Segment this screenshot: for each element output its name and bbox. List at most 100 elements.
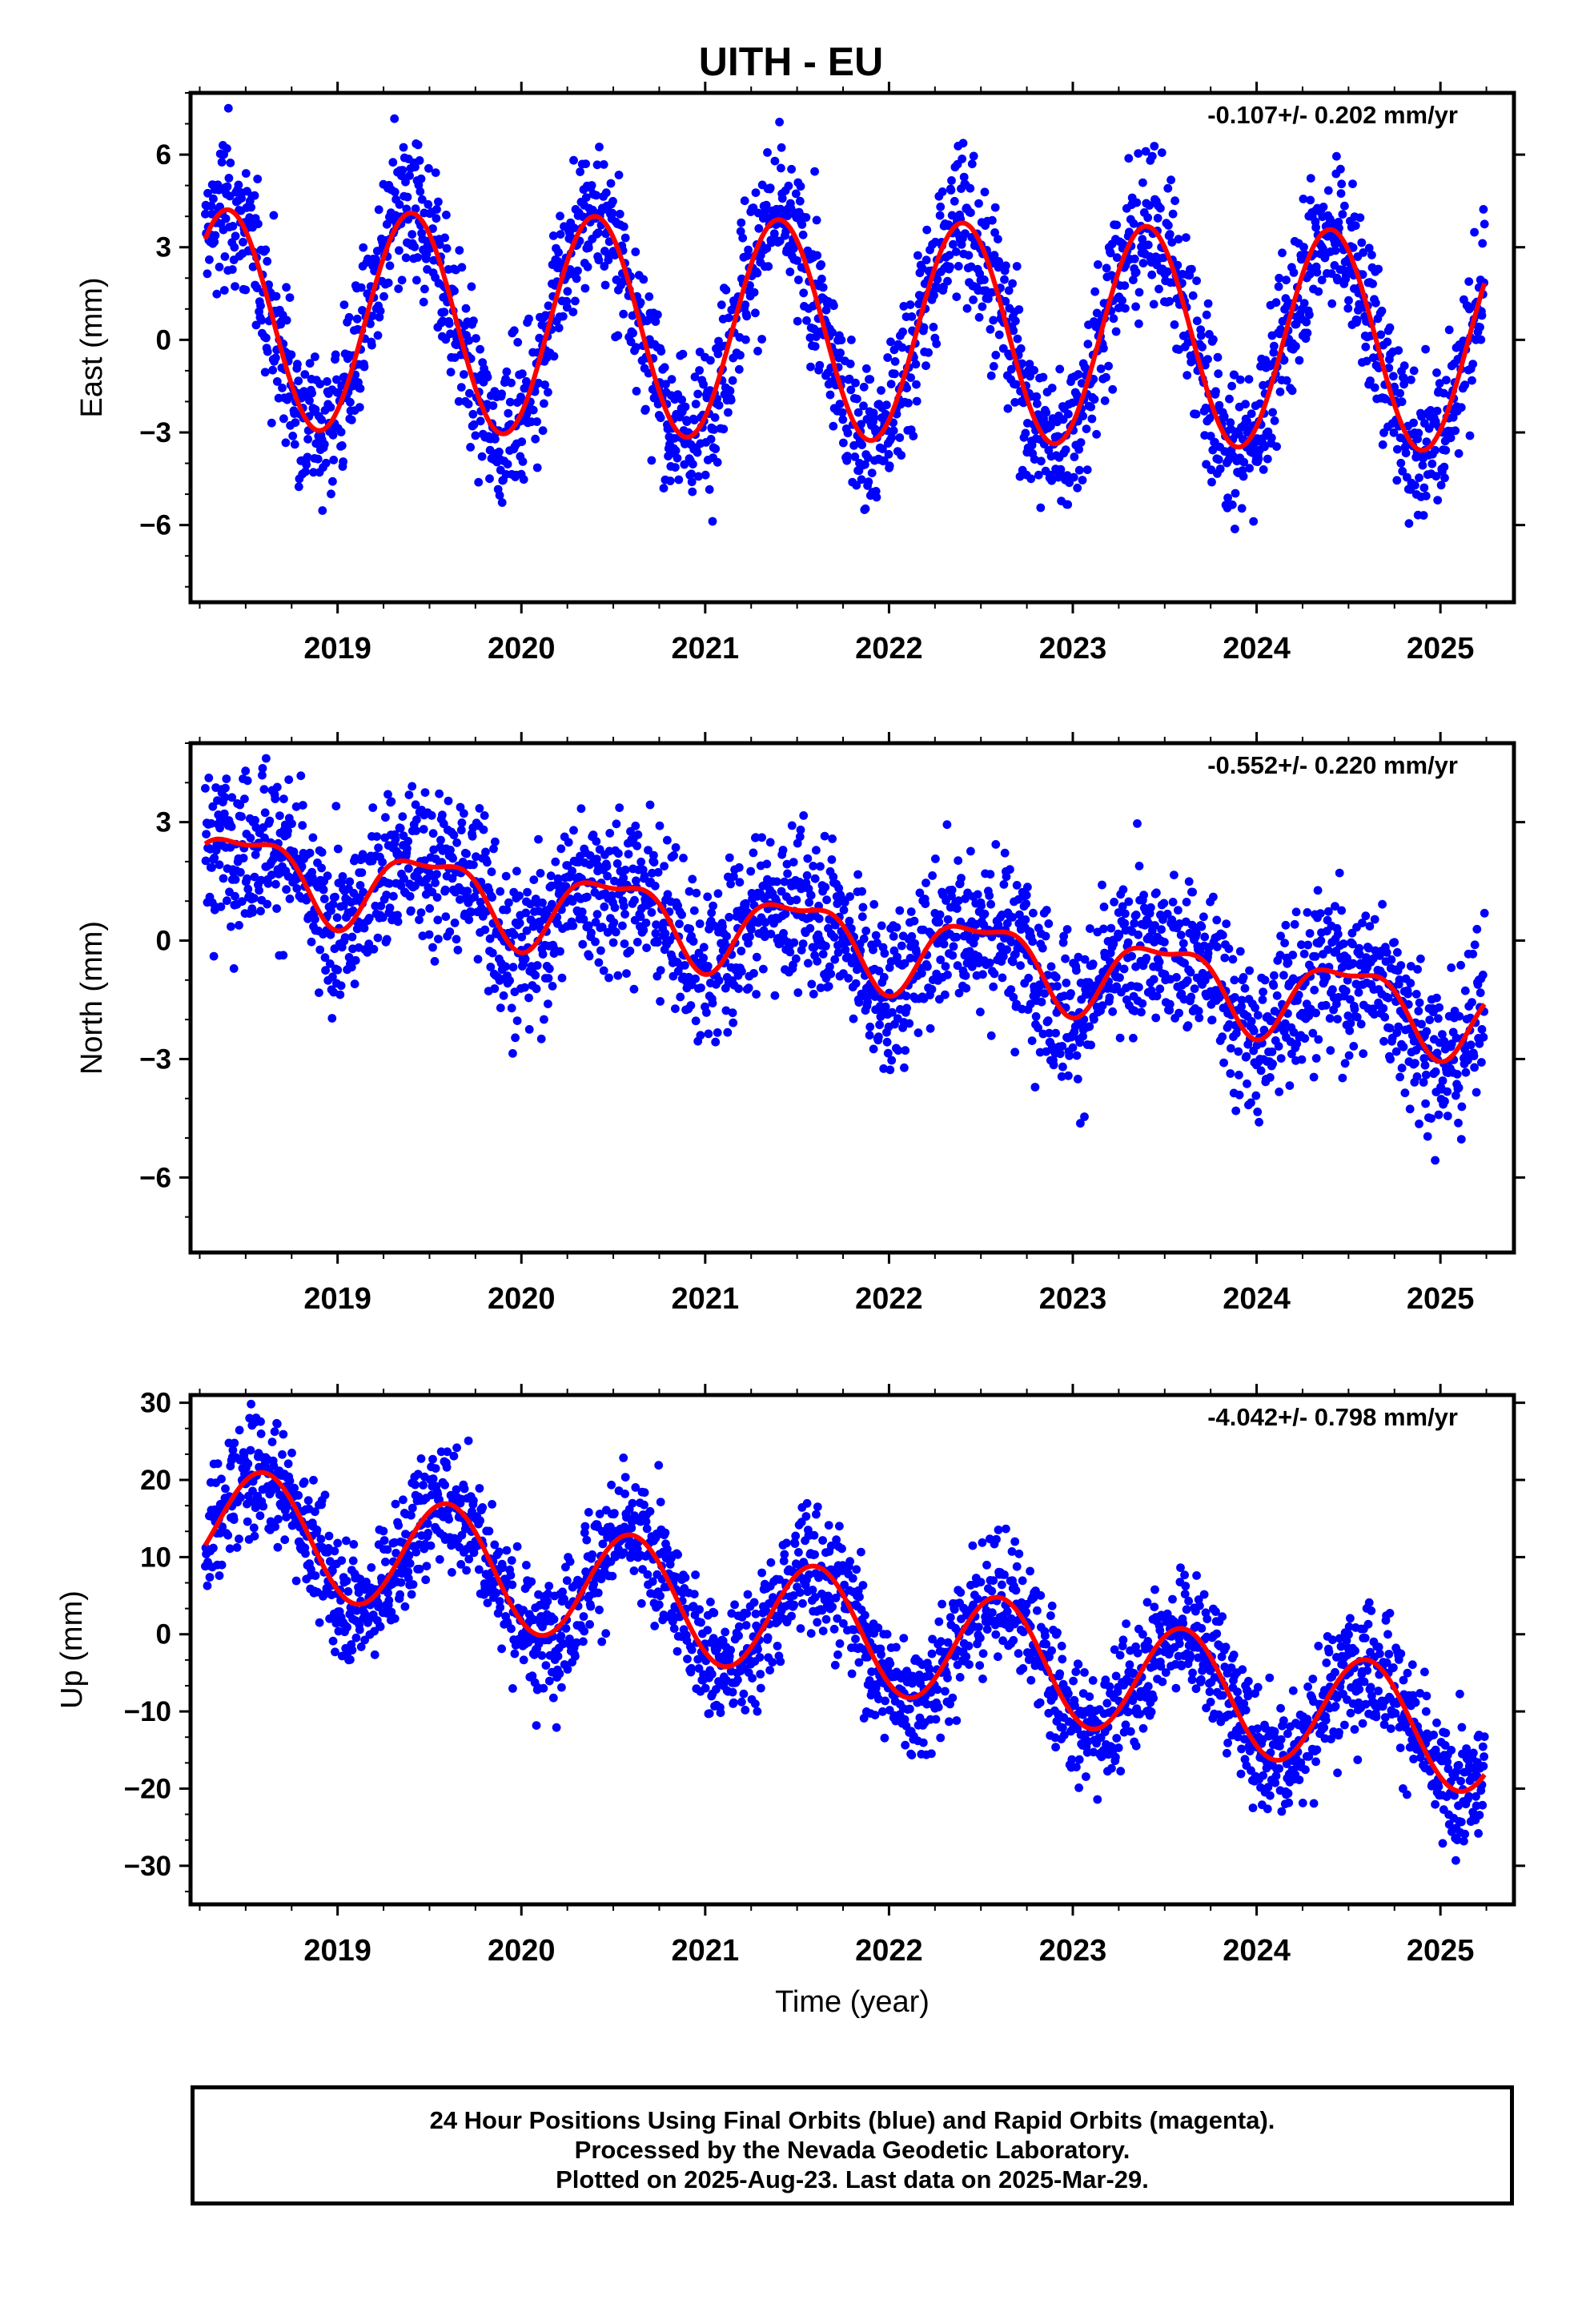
data-point <box>263 899 272 909</box>
data-point <box>1303 940 1312 950</box>
x-tick-label: 2022 <box>855 632 923 665</box>
data-point <box>1184 877 1194 887</box>
data-point <box>738 233 748 243</box>
data-point <box>569 155 578 165</box>
data-point <box>905 300 915 309</box>
data-point <box>385 261 395 271</box>
data-point <box>751 308 760 318</box>
data-point <box>215 1571 224 1580</box>
data-point <box>980 187 990 197</box>
data-point <box>383 790 392 799</box>
data-point <box>1072 966 1081 975</box>
data-point <box>1223 493 1232 502</box>
data-point <box>853 394 861 404</box>
data-point <box>830 920 840 930</box>
data-point <box>699 953 708 963</box>
data-point <box>1186 992 1196 1002</box>
data-point <box>359 362 369 372</box>
data-point <box>309 468 318 477</box>
data-point <box>256 301 265 311</box>
data-point <box>1215 464 1225 473</box>
data-point <box>428 943 437 952</box>
data-point <box>1174 235 1183 244</box>
data-point <box>433 915 443 925</box>
data-point <box>784 181 793 191</box>
data-point <box>706 435 716 444</box>
data-point <box>568 921 578 931</box>
data-point <box>260 833 269 842</box>
data-point <box>871 931 881 940</box>
data-point <box>219 809 229 818</box>
data-point <box>704 1029 713 1039</box>
data-point <box>1241 400 1250 409</box>
data-point <box>1142 954 1151 963</box>
data-point <box>595 143 604 151</box>
data-point <box>432 870 441 879</box>
data-point <box>736 351 745 360</box>
data-point <box>1440 473 1449 483</box>
data-point <box>777 143 786 152</box>
data-point <box>1222 919 1231 928</box>
data-point <box>488 948 497 958</box>
data-point <box>608 196 617 206</box>
data-point <box>281 438 291 448</box>
rate-annotation: -0.107+/- 0.202 mm/yr <box>1207 101 1458 129</box>
data-point <box>922 225 932 235</box>
data-point <box>1479 205 1488 214</box>
data-point <box>728 376 737 385</box>
data-point <box>373 331 383 340</box>
data-point <box>237 812 246 822</box>
data-point <box>495 447 504 456</box>
data-point <box>1228 955 1238 964</box>
data-point <box>911 360 921 369</box>
data-point <box>688 875 697 884</box>
data-point <box>921 255 931 265</box>
data-point <box>584 243 593 252</box>
data-point <box>387 797 396 806</box>
data-point <box>224 174 234 183</box>
data-point <box>497 389 506 399</box>
data-point <box>1187 264 1196 274</box>
data-point <box>622 969 631 978</box>
data-point <box>436 835 445 845</box>
data-point <box>1395 388 1404 398</box>
data-point <box>1014 305 1024 314</box>
data-point <box>1227 381 1236 391</box>
data-point <box>499 991 508 1000</box>
data-point <box>592 191 601 200</box>
data-point <box>1211 387 1220 396</box>
data-point <box>822 895 831 905</box>
data-point <box>223 896 231 906</box>
data-point <box>411 881 420 891</box>
data-point <box>1209 335 1218 344</box>
data-point <box>773 877 781 887</box>
data-point <box>415 156 424 165</box>
data-point <box>1415 1120 1423 1128</box>
data-point <box>1124 154 1134 163</box>
data-point <box>323 871 332 881</box>
data-point <box>1207 477 1216 487</box>
data-point <box>476 416 485 426</box>
data-point <box>653 938 662 947</box>
data-point <box>259 785 269 794</box>
data-point <box>990 203 1000 212</box>
data-point <box>600 262 609 271</box>
data-point <box>347 963 356 972</box>
data-point <box>1027 440 1037 450</box>
data-point <box>1038 943 1047 953</box>
data-point <box>221 783 230 793</box>
data-point <box>611 927 620 937</box>
data-point <box>1030 1083 1040 1092</box>
data-point <box>219 286 229 295</box>
data-point <box>681 402 690 412</box>
data-point <box>1306 195 1315 205</box>
data-point <box>1269 348 1279 357</box>
data-point <box>793 838 802 848</box>
data-point <box>234 180 243 190</box>
data-point <box>1396 961 1406 970</box>
data-point <box>335 990 345 999</box>
data-point <box>962 983 971 993</box>
data-point <box>1235 1071 1243 1080</box>
data-point <box>1105 993 1114 1003</box>
data-point <box>501 871 511 881</box>
